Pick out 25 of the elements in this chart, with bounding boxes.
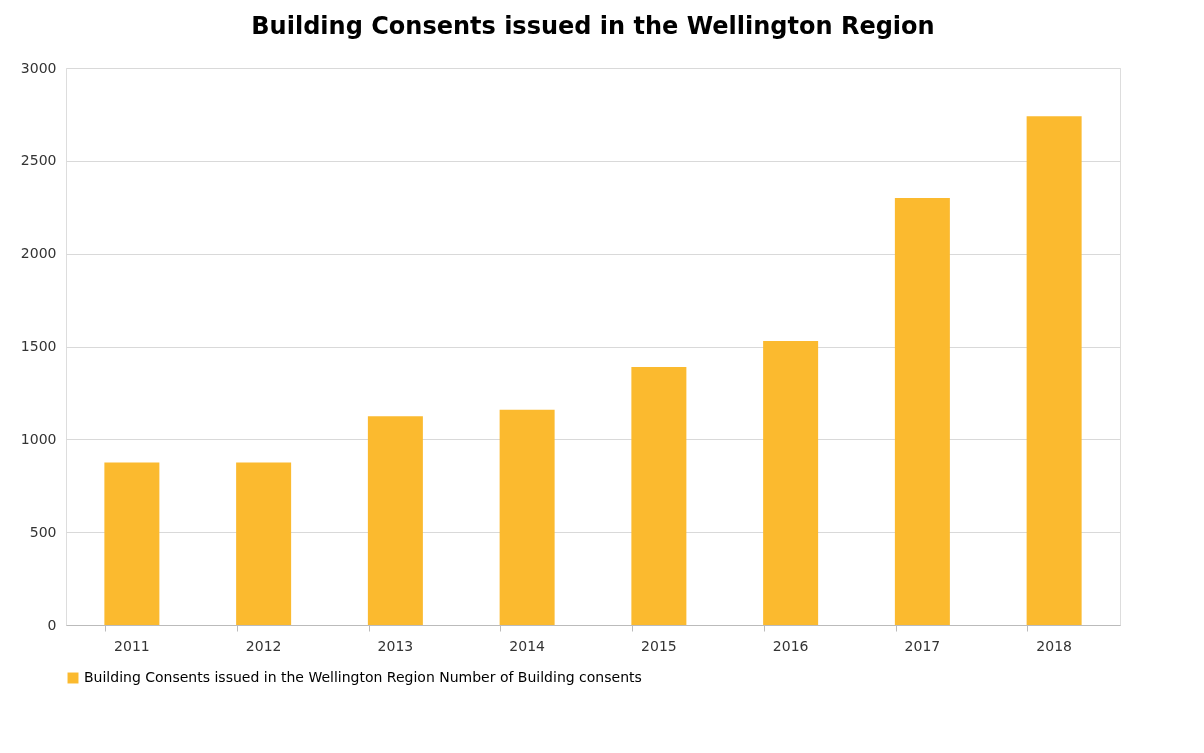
y-tick-label: 1500 bbox=[20, 338, 57, 354]
bar bbox=[763, 340, 819, 625]
chart-title: Building Consents issued in the Wellington Region bbox=[251, 12, 935, 40]
x-tick-label: 2017 bbox=[904, 637, 941, 654]
legend-label: Building Consents issued in the Wellington Region Number of Building consents bbox=[84, 669, 642, 685]
bar bbox=[104, 462, 160, 625]
x-tick-label: 2013 bbox=[377, 637, 414, 654]
x-tick-label: 2014 bbox=[509, 637, 546, 654]
x-tick-label: 2011 bbox=[114, 637, 150, 654]
x-tick-label: 2012 bbox=[245, 637, 282, 654]
x-tick-label: 2018 bbox=[1036, 637, 1072, 654]
y-tick-label: 500 bbox=[29, 523, 57, 540]
bar bbox=[367, 416, 423, 625]
y-tick-label: 2500 bbox=[20, 152, 57, 169]
bar bbox=[631, 366, 687, 625]
x-tick-label: 2016 bbox=[772, 637, 809, 654]
bar bbox=[499, 409, 555, 625]
bar bbox=[236, 462, 292, 625]
bar bbox=[1026, 116, 1082, 625]
y-tick-label: 2000 bbox=[20, 245, 57, 262]
y-tick-label: 0 bbox=[47, 616, 57, 633]
bar bbox=[894, 197, 950, 625]
x-tick-label: 2015 bbox=[641, 637, 677, 654]
y-tick-label: 3000 bbox=[20, 59, 57, 76]
y-tick-label: 1000 bbox=[20, 430, 57, 447]
